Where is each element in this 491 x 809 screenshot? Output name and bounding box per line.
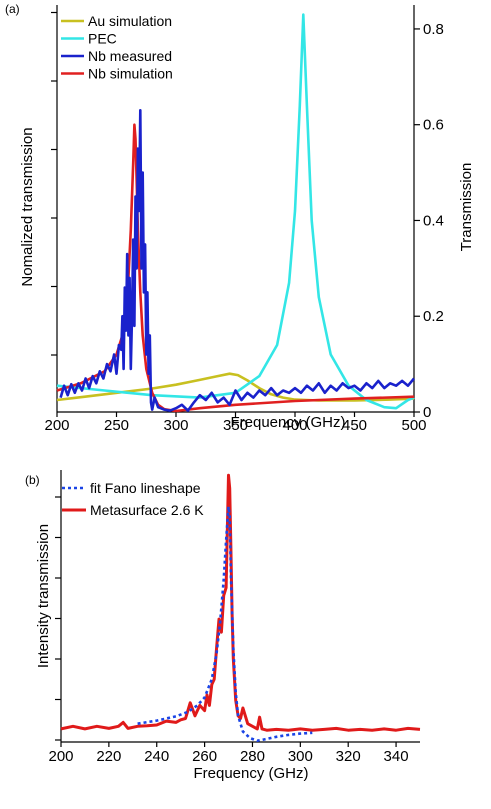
a-right-y-tick-label: 0 [423, 404, 431, 421]
panel-a-x-axis-title: Frequency (GHz) [230, 414, 345, 431]
panel-b-axes: 200 220 240 260 280 300 320 340 [48, 470, 420, 765]
panel-a-right-y-axis-title: Transmission [458, 163, 475, 252]
a-right-y-tick-label: 0.6 [423, 117, 444, 134]
b-x-tick-label: 300 [288, 748, 313, 765]
a-series-nb-measured [59, 109, 415, 412]
a-x-tick-label: 450 [342, 417, 367, 434]
b-legend-label-metasurface-2-6-k: Metasurface 2.6 K [90, 502, 204, 518]
b-legend-label-fit-fano-lineshape: fit Fano lineshape [90, 480, 201, 496]
a-right-y-tick-label: 0.8 [423, 21, 444, 38]
a-legend-label-au-simulation: Au simulation [88, 13, 172, 29]
b-x-tick-label: 240 [144, 748, 169, 765]
b-series-fit-fano-lineshape [137, 505, 313, 743]
a-right-y-tick-label: 0.4 [423, 212, 444, 229]
panel-a-label: (a) [5, 2, 20, 16]
a-legend-label-nb-simulation: Nb simulation [88, 66, 173, 82]
b-x-tick-label: 320 [336, 748, 361, 765]
a-x-tick-label: 400 [282, 417, 307, 434]
a-series-pec [56, 13, 415, 410]
a-x-tick-label: 500 [401, 417, 426, 434]
panel-b-label: (b) [25, 473, 40, 487]
panel-b-x-axis-title: Frequency (GHz) [193, 765, 308, 782]
a-x-tick-label: 200 [44, 417, 69, 434]
b-series-metasurface-2-6-k [60, 473, 421, 732]
panel-a-left-y-axis-title: Nomalized transmission [19, 127, 36, 286]
a-x-tick-label: 250 [104, 417, 129, 434]
a-right-y-tick-label: 0.2 [423, 308, 444, 325]
panel-b-series [60, 473, 421, 743]
b-x-tick-label: 340 [384, 748, 409, 765]
panel-b-y-axis-title: Intensity transmission [35, 524, 52, 668]
b-x-tick-label: 280 [240, 748, 265, 765]
b-x-tick-label: 200 [48, 748, 73, 765]
a-x-tick-label: 300 [163, 417, 188, 434]
a-x-tick-label: 350 [223, 417, 248, 434]
a-legend-label-nb-measured: Nb measured [88, 48, 172, 64]
panel-b-legend: fit Fano lineshape Metasurface 2.6 K [62, 480, 204, 518]
panel-a-series [56, 13, 415, 413]
b-x-tick-label: 260 [192, 748, 217, 765]
a-legend-label-pec: PEC [88, 31, 117, 47]
b-x-tick-label: 220 [96, 748, 121, 765]
panel-b-chart: (b) 200 220 240 260 280 300 320 340 fit Fano li… [25, 470, 421, 782]
